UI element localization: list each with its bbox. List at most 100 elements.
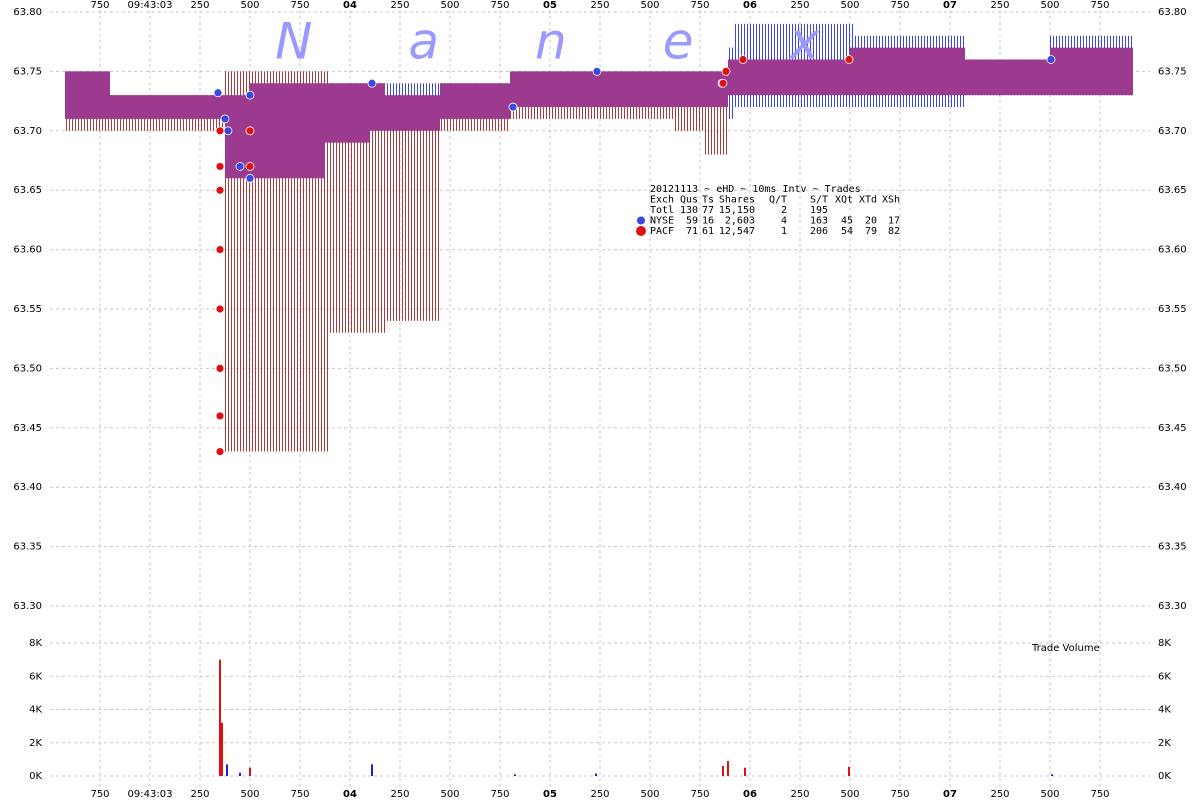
volume-bar [722,766,724,776]
table-cell: 59 [686,216,698,227]
x-tick-label: 250 [790,0,809,11]
grid-layer [50,10,1150,790]
x-tick-label: 750 [690,0,709,11]
x-tick-label: 250 [190,789,209,800]
trade-dot [245,162,255,171]
table-marker [636,226,646,236]
table-cell: 61 [702,226,714,237]
watermark: Nanex [275,13,915,71]
quote-overlap [370,83,385,131]
text-layer: 750 750 09:43:03 09:43:03 250 250 500 500 750 750… [13,0,1186,800]
x-tick-label: 500 [640,789,659,800]
volume-bar [514,774,516,776]
trade-dot [215,447,225,456]
y-tick-label: 63.45 [13,423,42,434]
x-tick-label: 750 [490,789,509,800]
x-tick-label: 04 [343,789,357,800]
table-cell: Qus [680,195,698,206]
y-tick-label: 63.70 [13,126,42,137]
table-cell: PACF [650,226,674,237]
quote-overlap [1050,47,1133,96]
quote-overlap [325,83,330,143]
quote-band [385,95,440,321]
table-cell: NYSE [650,216,674,227]
table-cell: 77 [702,205,714,216]
y-tick-label: 63.65 [1158,185,1187,196]
table-cell: 79 [865,226,877,237]
quote-overlap [250,83,325,179]
x-tick-label: 250 [190,0,209,11]
y-tick-label: 8K [1158,638,1171,649]
volume-bar [744,767,746,776]
trade-dot [245,90,255,100]
quote-overlap [110,95,225,119]
quote-overlap [965,59,1050,96]
y-tick-label: 63.35 [13,542,42,553]
trade-dot [215,126,225,136]
trade-dot [215,185,225,195]
trade-dot [245,173,255,183]
x-tick-label: 04 [343,0,357,11]
quote-overlap [735,59,850,96]
x-tick-label: 750 [290,0,309,11]
table-cell: 54 [841,226,853,237]
table-cell: 206 [810,226,828,237]
volume-bar [727,761,729,776]
trade-dot [220,114,230,124]
quote-overlap [65,71,110,119]
x-tick-label: 750 [890,0,909,11]
table-cell: 1 [781,226,787,237]
table-cell: Shares [719,195,755,206]
x-tick-label: 250 [790,789,809,800]
table-cell: 82 [888,226,900,237]
x-tick-label: 500 [840,0,859,11]
y-tick-label: 4K [1158,705,1171,716]
x-tick-label: 500 [640,0,659,11]
quote-overlap [855,47,965,96]
x-tick-label: 500 [240,0,259,11]
y-tick-label: 63.80 [1158,7,1187,18]
x-tick-label: 750 [290,789,309,800]
table-cell: 130 [680,205,698,216]
table-cell: 20 [865,216,877,227]
trade-dot [718,78,728,88]
x-tick-label: 07 [943,789,957,800]
y-tick-label: 6K [1158,671,1171,682]
x-tick-label: 09:43:03 [128,0,173,11]
table-cell: 2,603 [725,216,755,227]
x-tick-label: 750 [90,789,109,800]
x-tick-label: 750 [90,0,109,11]
x-tick-label: 250 [590,0,609,11]
y-tick-label: 63.40 [1158,482,1187,493]
y-tick-label: 63.35 [1158,542,1187,553]
trade-dot [235,162,245,171]
table-cell: 195 [810,205,828,216]
table-cell: Exch [650,195,674,206]
y-tick-label: 63.75 [13,66,42,77]
x-tick-label: 500 [840,789,859,800]
y-tick-label: 63.45 [1158,423,1187,434]
x-tick-label: 06 [743,0,757,11]
quote-overlap [440,83,510,119]
x-tick-label: 750 [1090,789,1109,800]
y-tick-label: 63.60 [1158,245,1187,256]
y-tick-label: 2K [1158,738,1171,749]
y-tick-label: 63.70 [1158,126,1187,137]
x-tick-label: 05 [543,789,557,800]
volume-bar [1051,774,1053,776]
quote-overlap [510,71,675,108]
volume-bar [848,766,850,776]
x-tick-label: 500 [440,0,459,11]
quote-overlap [385,95,440,131]
trade-dot [215,411,225,421]
trade-dot [223,126,233,136]
x-tick-label: 250 [990,789,1009,800]
trade-dot [508,102,518,112]
x-tick-label: 750 [490,0,509,11]
table-cell: 4 [781,216,787,227]
table-cell: 16 [702,216,714,227]
x-tick-label: 07 [943,0,957,11]
table-cell: Ts [702,195,714,206]
x-tick-label: 500 [1040,0,1059,11]
